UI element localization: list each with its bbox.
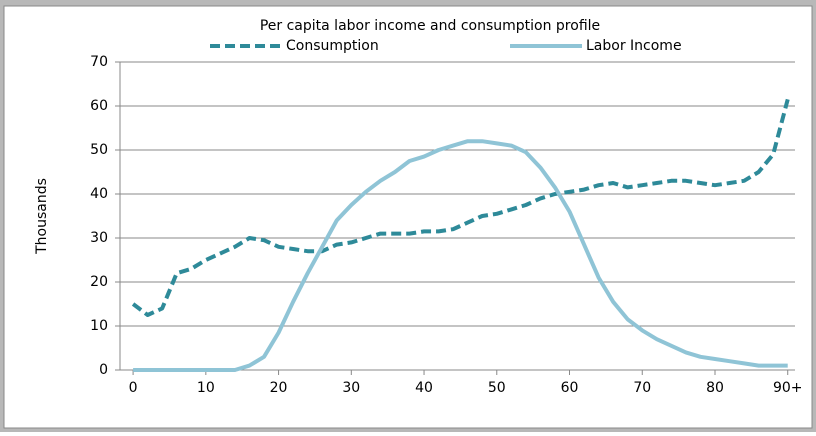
chart-title: Per capita labor income and consumption … bbox=[260, 18, 600, 34]
x-tick-label: 20 bbox=[270, 380, 288, 396]
x-tick-label: 60 bbox=[561, 380, 579, 396]
legend-label: Labor Income bbox=[586, 38, 682, 54]
x-tick-label: 30 bbox=[342, 380, 360, 396]
x-tick-label: 80 bbox=[706, 380, 724, 396]
y-tick-label: 70 bbox=[90, 54, 108, 70]
y-axis-label: Thousands bbox=[34, 178, 50, 255]
x-tick-label: 40 bbox=[415, 380, 433, 396]
line-series bbox=[131, 98, 790, 317]
x-tick-label: 0 bbox=[129, 380, 138, 396]
y-tick-label: 60 bbox=[90, 98, 108, 114]
chart-area bbox=[3, 5, 813, 429]
y-tick-label: 50 bbox=[90, 142, 108, 158]
x-tick-label: 90+ bbox=[773, 380, 803, 396]
y-tick-label: 0 bbox=[99, 362, 108, 378]
x-tick-label: 70 bbox=[633, 380, 651, 396]
x-tick-label: 50 bbox=[488, 380, 506, 396]
x-tick-label: 10 bbox=[197, 380, 215, 396]
y-tick-label: 40 bbox=[90, 186, 108, 202]
y-tick-label: 30 bbox=[90, 230, 108, 246]
y-tick-label: 10 bbox=[90, 318, 108, 334]
line-series bbox=[133, 139, 788, 372]
y-tick-label: 20 bbox=[90, 274, 108, 290]
legend-label: Consumption bbox=[286, 38, 379, 54]
